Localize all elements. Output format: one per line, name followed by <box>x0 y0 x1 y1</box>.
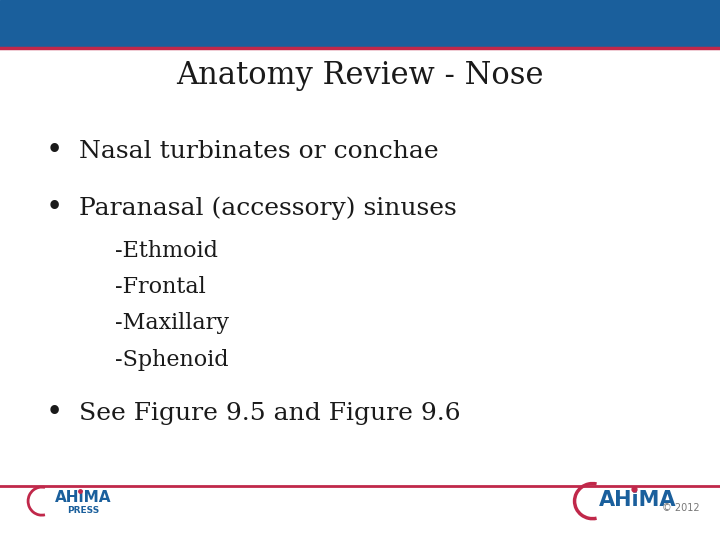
Text: Paranasal (accessory) sinuses: Paranasal (accessory) sinuses <box>79 196 457 220</box>
Text: Nasal turbinates or conchae: Nasal turbinates or conchae <box>79 140 438 163</box>
Text: •: • <box>45 194 63 222</box>
Text: •: • <box>45 399 63 427</box>
Text: AHiMA: AHiMA <box>55 490 111 505</box>
Text: © 2012: © 2012 <box>662 503 699 512</box>
Text: -Ethmoid: -Ethmoid <box>115 240 218 262</box>
Text: See Figure 9.5 and Figure 9.6: See Figure 9.5 and Figure 9.6 <box>79 402 461 424</box>
Text: •: • <box>45 137 63 165</box>
Text: Anatomy Review - Nose: Anatomy Review - Nose <box>176 60 544 91</box>
Text: PRESS: PRESS <box>67 506 99 515</box>
Text: -Sphenoid: -Sphenoid <box>115 349 229 370</box>
Text: -Frontal: -Frontal <box>115 276 206 298</box>
Text: -Maxillary: -Maxillary <box>115 313 229 334</box>
Text: AHiMA: AHiMA <box>598 489 676 510</box>
Bar <box>0 0 720 48</box>
